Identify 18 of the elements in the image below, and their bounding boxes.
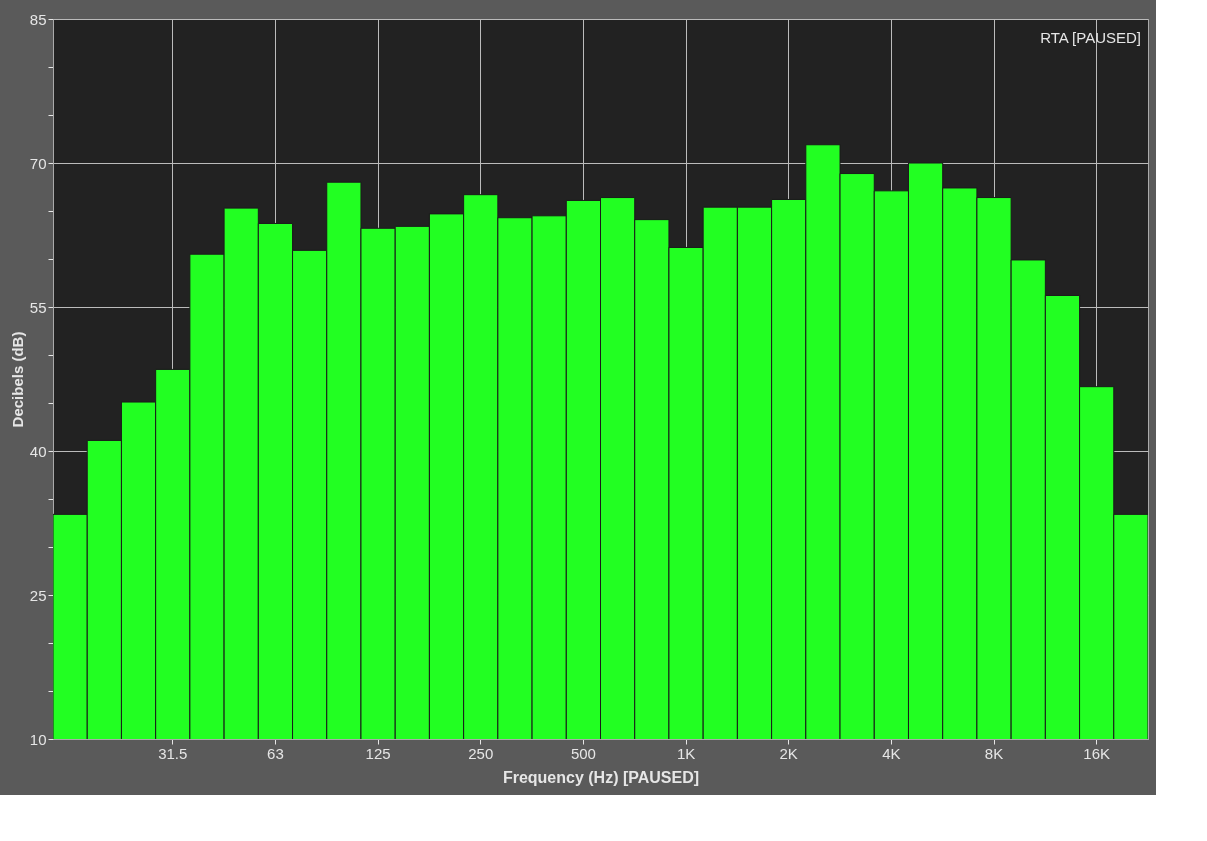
x-tick-label: 31.5 [158, 744, 188, 762]
y-tick-label: 70 [29, 154, 47, 172]
y-tick-label: 85 [29, 10, 47, 28]
y-tick-label: 10 [29, 730, 47, 748]
x-tick-label: 1K [676, 744, 696, 762]
x-tick-label: 125 [365, 744, 391, 762]
y-tick-label: 40 [29, 442, 47, 460]
x-tick-label: 250 [468, 744, 494, 762]
y-axis-title: Decibels (dB) [8, 331, 26, 428]
y-tick-label: 25 [29, 586, 47, 604]
x-tick-label: 4K [882, 744, 901, 762]
x-tick-label: 8K [984, 744, 1004, 762]
x-tick-label: 2K [779, 744, 798, 762]
x-tick-label: 500 [570, 744, 596, 762]
x-tick-label: 63 [267, 744, 284, 762]
y-tick-label: 55 [29, 298, 47, 316]
x-tick-label: 16K [1083, 744, 1111, 762]
x-axis-title: Frequency (Hz) [PAUSED] [502, 768, 700, 786]
